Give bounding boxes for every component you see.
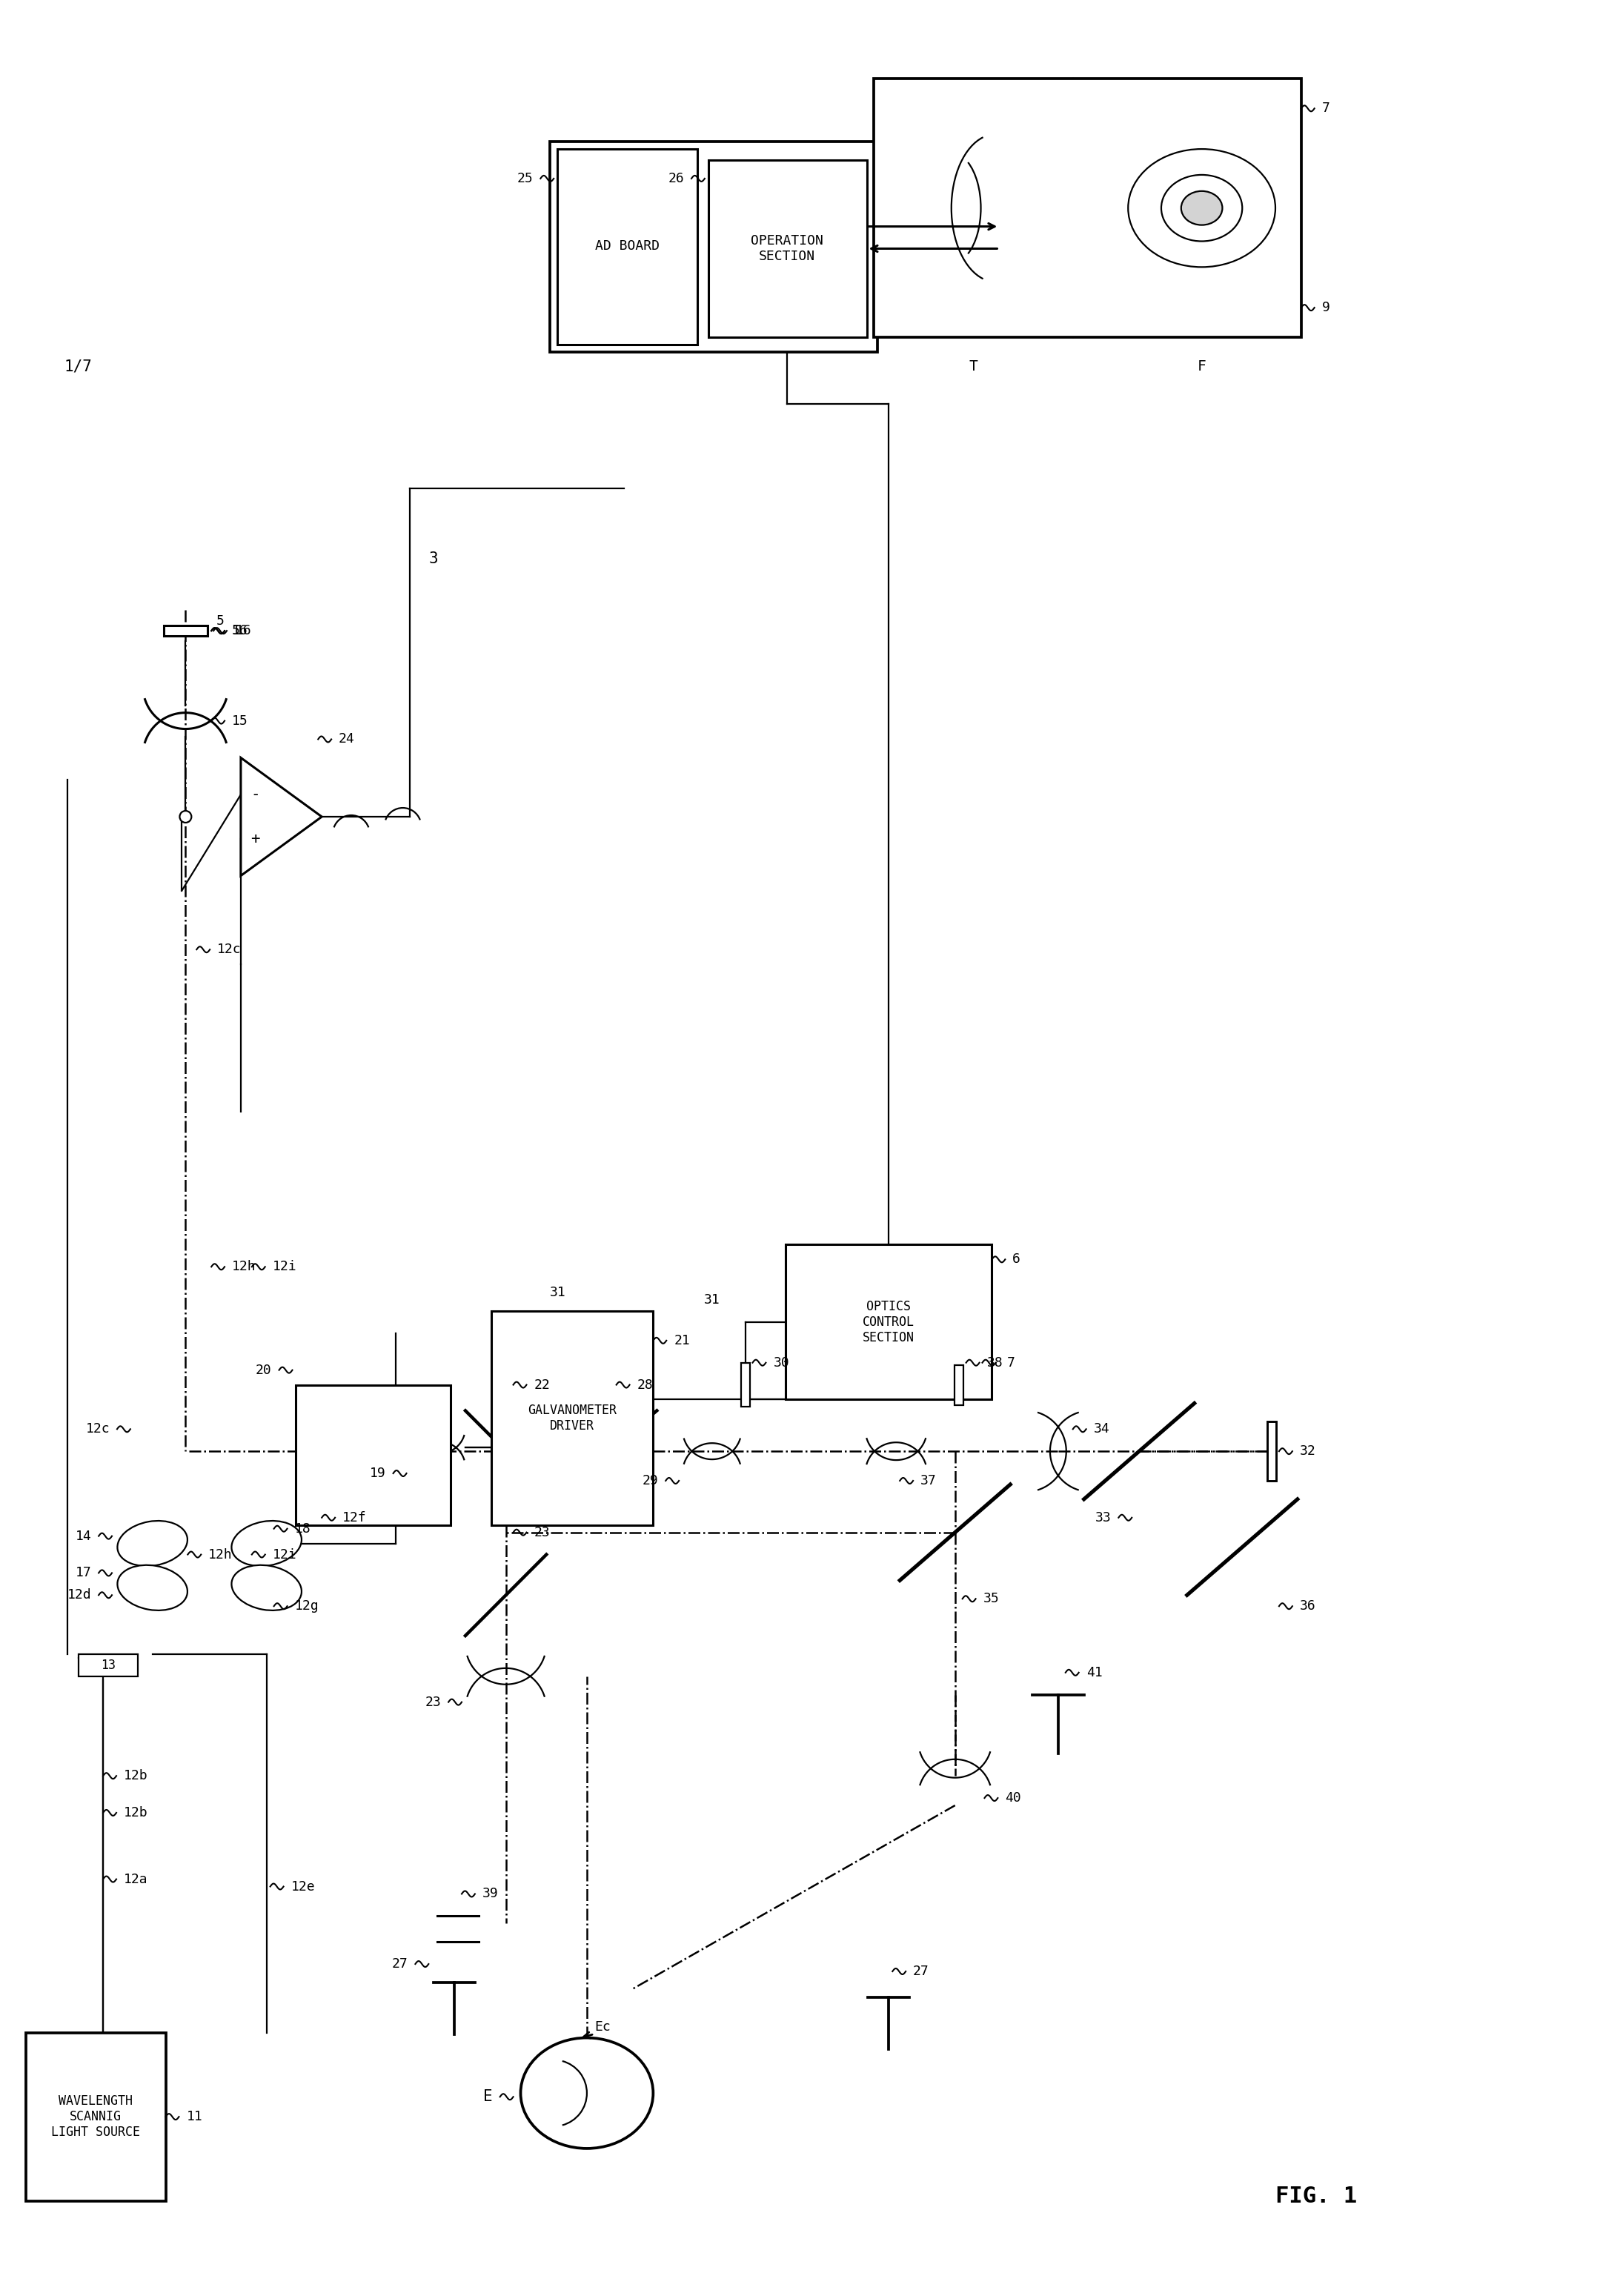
Text: 7: 7: [1322, 101, 1330, 115]
Text: 28: 28: [637, 1378, 653, 1391]
Text: GALVANOMETER
DRIVER: GALVANOMETER DRIVER: [528, 1403, 617, 1433]
Text: 13: 13: [100, 1658, 115, 1671]
Bar: [557, 149, 697, 344]
Text: 16: 16: [235, 625, 251, 638]
Text: Ec: Ec: [595, 2020, 611, 2034]
Text: 33: 33: [1095, 1511, 1111, 1525]
Text: 32: 32: [1299, 1444, 1315, 1458]
Text: 23: 23: [424, 1694, 441, 1708]
Text: 1/7: 1/7: [65, 358, 92, 374]
Text: AD BOARD: AD BOARD: [595, 239, 659, 253]
Text: 24: 24: [339, 732, 355, 746]
Text: 9: 9: [1322, 301, 1330, 315]
Text: 12e: 12e: [292, 1880, 314, 1894]
Text: +: +: [251, 831, 261, 847]
Text: 38: 38: [987, 1357, 1003, 1368]
Text: WAVELENGTH
SCANNIG
LIGHT SOURCE: WAVELENGTH SCANNIG LIGHT SOURCE: [52, 2094, 141, 2140]
Ellipse shape: [1162, 174, 1243, 241]
Ellipse shape: [520, 2039, 653, 2149]
Text: 19: 19: [369, 1467, 386, 1481]
Bar: [79, 1653, 138, 1676]
Text: 5: 5: [232, 625, 240, 638]
Text: 27: 27: [914, 1965, 930, 1979]
Text: 35: 35: [983, 1591, 1000, 1605]
Text: 17: 17: [75, 1566, 91, 1580]
Text: 12i: 12i: [272, 1548, 296, 1561]
Text: 12c: 12c: [217, 944, 241, 955]
Text: 12a: 12a: [123, 1874, 147, 1885]
Bar: [26, 2032, 165, 2202]
Bar: [1267, 1421, 1277, 1481]
Bar: [708, 161, 867, 338]
Ellipse shape: [1128, 149, 1275, 266]
Text: 12f: 12f: [342, 1511, 366, 1525]
Ellipse shape: [117, 1520, 188, 1566]
Text: 27: 27: [392, 1956, 408, 1970]
Text: 7: 7: [1006, 1357, 1014, 1368]
Text: 14: 14: [75, 1529, 91, 1543]
Text: 12h: 12h: [232, 1261, 256, 1274]
Text: 36: 36: [1299, 1600, 1315, 1612]
Text: FIG. 1: FIG. 1: [1275, 2186, 1356, 2206]
Text: OPERATION
SECTION: OPERATION SECTION: [752, 234, 823, 264]
Text: -: -: [251, 788, 261, 801]
Text: 12b: 12b: [123, 1770, 147, 1782]
Text: 12c: 12c: [86, 1424, 110, 1435]
Bar: [491, 1311, 653, 1525]
Ellipse shape: [1181, 191, 1223, 225]
Bar: [164, 625, 207, 636]
Text: 12b: 12b: [123, 1807, 147, 1818]
Bar: [740, 1364, 750, 1407]
Text: 12g: 12g: [295, 1600, 319, 1612]
Text: T: T: [969, 360, 978, 374]
Text: 12h: 12h: [209, 1548, 233, 1561]
Circle shape: [180, 810, 191, 822]
Bar: [954, 1364, 964, 1405]
Ellipse shape: [232, 1566, 301, 1609]
Text: 20: 20: [256, 1364, 272, 1378]
Text: 22: 22: [535, 1378, 549, 1391]
Text: 41: 41: [1085, 1667, 1102, 1678]
Text: 18: 18: [295, 1522, 311, 1536]
Text: 37: 37: [920, 1474, 936, 1488]
Text: OPTICS
CONTROL
SECTION: OPTICS CONTROL SECTION: [863, 1300, 915, 1343]
Text: 12i: 12i: [272, 1261, 296, 1274]
Text: 31: 31: [705, 1293, 721, 1306]
Text: 30: 30: [773, 1357, 789, 1368]
Text: 34: 34: [1094, 1424, 1110, 1435]
Text: 12d: 12d: [66, 1589, 91, 1603]
Text: 26: 26: [667, 172, 684, 186]
Text: 6: 6: [1012, 1254, 1021, 1265]
Bar: [551, 142, 878, 351]
Text: 29: 29: [642, 1474, 658, 1488]
Text: 15: 15: [232, 714, 248, 728]
Bar: [875, 78, 1301, 338]
Text: 21: 21: [674, 1334, 690, 1348]
Text: 25: 25: [517, 172, 533, 186]
Text: 11: 11: [186, 2110, 202, 2124]
Text: E: E: [483, 2089, 492, 2103]
Text: 16: 16: [232, 625, 248, 638]
Text: 31: 31: [551, 1286, 565, 1300]
Ellipse shape: [117, 1566, 188, 1609]
Polygon shape: [241, 758, 322, 875]
Text: 40: 40: [1004, 1791, 1021, 1805]
Text: 3: 3: [429, 551, 437, 565]
Text: 39: 39: [483, 1887, 499, 1901]
Ellipse shape: [232, 1520, 301, 1566]
Text: F: F: [1197, 360, 1207, 374]
Text: 5: 5: [217, 615, 225, 627]
Text: 23: 23: [535, 1527, 549, 1538]
Bar: [296, 1384, 450, 1525]
Bar: [786, 1244, 991, 1401]
